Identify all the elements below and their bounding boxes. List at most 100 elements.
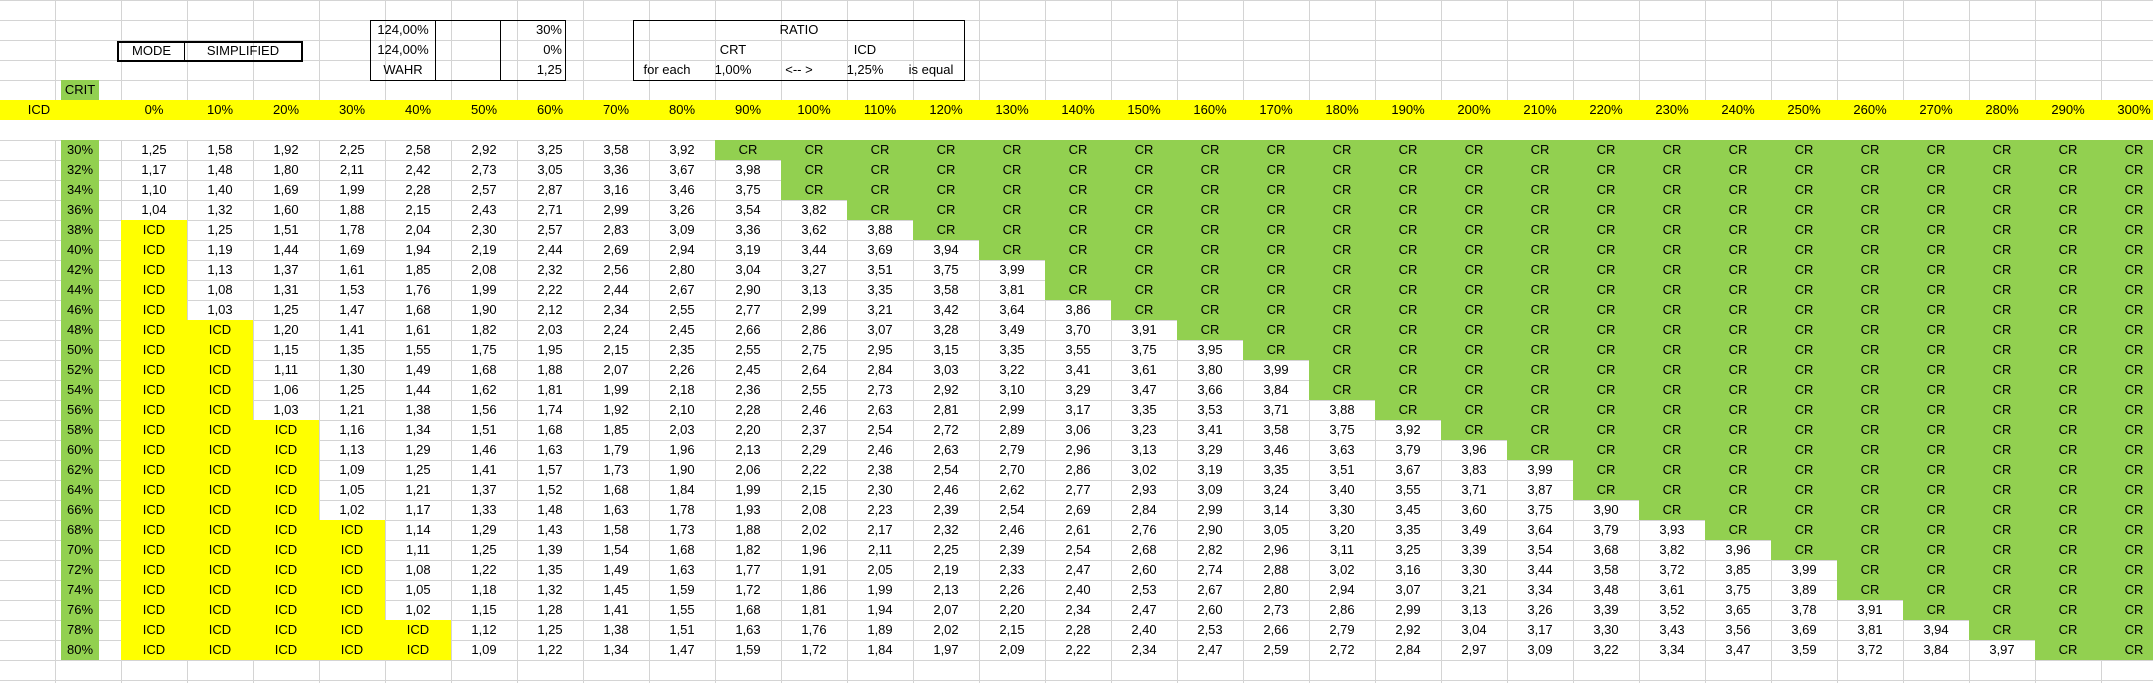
table-cell[interactable]: 2,13 xyxy=(735,442,761,457)
table-cell[interactable]: CR xyxy=(1441,220,1507,240)
table-cell[interactable]: CR xyxy=(1507,420,1573,440)
table-cell[interactable]: CR xyxy=(2101,320,2153,340)
table-cell[interactable]: CR xyxy=(1111,220,1177,240)
table-cell[interactable]: 1,14 xyxy=(405,522,431,537)
table-cell[interactable]: 2,34 xyxy=(1131,642,1157,657)
table-cell[interactable]: ICD xyxy=(187,400,253,420)
table-cell[interactable]: CR xyxy=(847,140,913,160)
table-cell[interactable]: 1,45 xyxy=(603,582,629,597)
table-cell[interactable]: CR xyxy=(1639,340,1705,360)
table-cell[interactable]: CR xyxy=(1177,280,1243,300)
table-cell[interactable]: 3,09 xyxy=(669,222,695,237)
table-cell[interactable]: ICD xyxy=(187,600,253,620)
table-cell[interactable]: 3,51 xyxy=(867,262,893,277)
table-cell[interactable]: 3,48 xyxy=(1593,582,1619,597)
table-cell[interactable]: CR xyxy=(1441,240,1507,260)
table-cell[interactable]: 2,73 xyxy=(1263,602,1289,617)
table-cell[interactable]: ICD xyxy=(121,320,187,340)
table-cell[interactable]: 1,21 xyxy=(405,482,431,497)
table-cell[interactable]: CR xyxy=(1837,140,1903,160)
table-cell[interactable]: 1,25 xyxy=(339,382,365,397)
table-cell[interactable]: CR xyxy=(1375,280,1441,300)
table-cell[interactable]: 2,45 xyxy=(669,322,695,337)
table-cell[interactable]: 1,43 xyxy=(537,522,563,537)
table-cell[interactable]: 3,97 xyxy=(1989,642,2015,657)
table-cell[interactable]: 3,58 xyxy=(603,142,629,157)
table-cell[interactable]: CR xyxy=(1903,420,1969,440)
table-cell[interactable]: 1,32 xyxy=(537,582,563,597)
table-cell[interactable]: 2,35 xyxy=(669,342,695,357)
table-cell[interactable]: 1,35 xyxy=(537,562,563,577)
table-cell[interactable]: 3,20 xyxy=(1329,522,1355,537)
table-cell[interactable]: CR xyxy=(2101,360,2153,380)
table-cell[interactable]: CR xyxy=(1375,400,1441,420)
table-cell[interactable]: 3,10 xyxy=(999,382,1025,397)
table-cell[interactable]: CR xyxy=(1771,240,1837,260)
table-cell[interactable]: 3,65 xyxy=(1725,602,1751,617)
table-cell[interactable]: 2,69 xyxy=(603,242,629,257)
table-cell[interactable]: 1,58 xyxy=(207,142,233,157)
table-cell[interactable]: 3,87 xyxy=(1527,482,1553,497)
table-cell[interactable]: CR xyxy=(1639,440,1705,460)
table-cell[interactable]: 1,96 xyxy=(669,442,695,457)
table-cell[interactable]: CR xyxy=(2101,140,2153,160)
table-cell[interactable]: 1,25 xyxy=(141,142,167,157)
table-cell[interactable]: 1,69 xyxy=(339,242,365,257)
table-cell[interactable]: CR xyxy=(1705,440,1771,460)
table-cell[interactable]: CR xyxy=(1771,260,1837,280)
row-header[interactable]: 32% xyxy=(61,160,99,180)
table-cell[interactable]: 3,92 xyxy=(1395,422,1421,437)
table-cell[interactable]: CR xyxy=(1507,380,1573,400)
table-cell[interactable]: 1,72 xyxy=(735,582,761,597)
table-cell[interactable]: 3,09 xyxy=(1197,482,1223,497)
row-header[interactable]: 76% xyxy=(61,600,99,620)
table-cell[interactable]: CR xyxy=(1573,260,1639,280)
table-cell[interactable]: CR xyxy=(1903,460,1969,480)
table-cell[interactable]: 2,28 xyxy=(735,402,761,417)
table-cell[interactable]: 2,55 xyxy=(669,302,695,317)
table-cell[interactable]: CR xyxy=(1177,140,1243,160)
table-cell[interactable]: 2,72 xyxy=(933,422,959,437)
table-cell[interactable]: 3,99 xyxy=(1791,562,1817,577)
table-cell[interactable]: 3,47 xyxy=(1725,642,1751,657)
table-cell[interactable]: CR xyxy=(2035,300,2101,320)
table-cell[interactable]: 1,08 xyxy=(405,562,431,577)
table-cell[interactable]: 2,63 xyxy=(933,442,959,457)
table-cell[interactable]: 1,61 xyxy=(405,322,431,337)
table-cell[interactable]: CR xyxy=(1507,220,1573,240)
table-cell[interactable]: 3,88 xyxy=(1329,402,1355,417)
table-cell[interactable]: CR xyxy=(2101,200,2153,220)
table-cell[interactable]: 3,56 xyxy=(1725,622,1751,637)
table-cell[interactable]: 1,18 xyxy=(471,582,497,597)
table-cell[interactable]: 1,99 xyxy=(471,282,497,297)
table-cell[interactable]: ICD xyxy=(253,440,319,460)
table-cell[interactable]: 1,93 xyxy=(735,502,761,517)
table-cell[interactable]: 2,12 xyxy=(537,302,563,317)
table-cell[interactable]: CR xyxy=(1771,140,1837,160)
table-cell[interactable]: 1,28 xyxy=(537,602,563,617)
table-cell[interactable]: CR xyxy=(1441,280,1507,300)
table-cell[interactable]: 1,85 xyxy=(405,262,431,277)
param-a-2[interactable]: 124,00% xyxy=(377,42,429,57)
table-cell[interactable]: 3,19 xyxy=(735,242,761,257)
table-cell[interactable]: CR xyxy=(1573,340,1639,360)
table-cell[interactable]: 1,31 xyxy=(273,282,299,297)
table-cell[interactable]: 2,92 xyxy=(471,142,497,157)
table-cell[interactable]: 2,02 xyxy=(801,522,827,537)
table-cell[interactable]: 2,87 xyxy=(537,182,563,197)
table-cell[interactable]: CR xyxy=(2101,640,2153,660)
table-cell[interactable]: 2,94 xyxy=(669,242,695,257)
row-header[interactable]: 72% xyxy=(61,560,99,580)
table-cell[interactable]: CR xyxy=(1243,220,1309,240)
table-cell[interactable]: CR xyxy=(1969,200,2035,220)
table-cell[interactable]: CR xyxy=(1375,180,1441,200)
table-cell[interactable]: CR xyxy=(979,240,1045,260)
table-cell[interactable]: CR xyxy=(1969,400,2035,420)
table-cell[interactable]: 1,60 xyxy=(273,202,299,217)
table-cell[interactable]: CR xyxy=(1969,340,2035,360)
table-cell[interactable]: 1,29 xyxy=(405,442,431,457)
table-cell[interactable]: ICD xyxy=(319,580,385,600)
table-cell[interactable]: CR xyxy=(1969,620,2035,640)
table-cell[interactable]: 3,99 xyxy=(999,262,1025,277)
table-cell[interactable]: CR xyxy=(1771,380,1837,400)
